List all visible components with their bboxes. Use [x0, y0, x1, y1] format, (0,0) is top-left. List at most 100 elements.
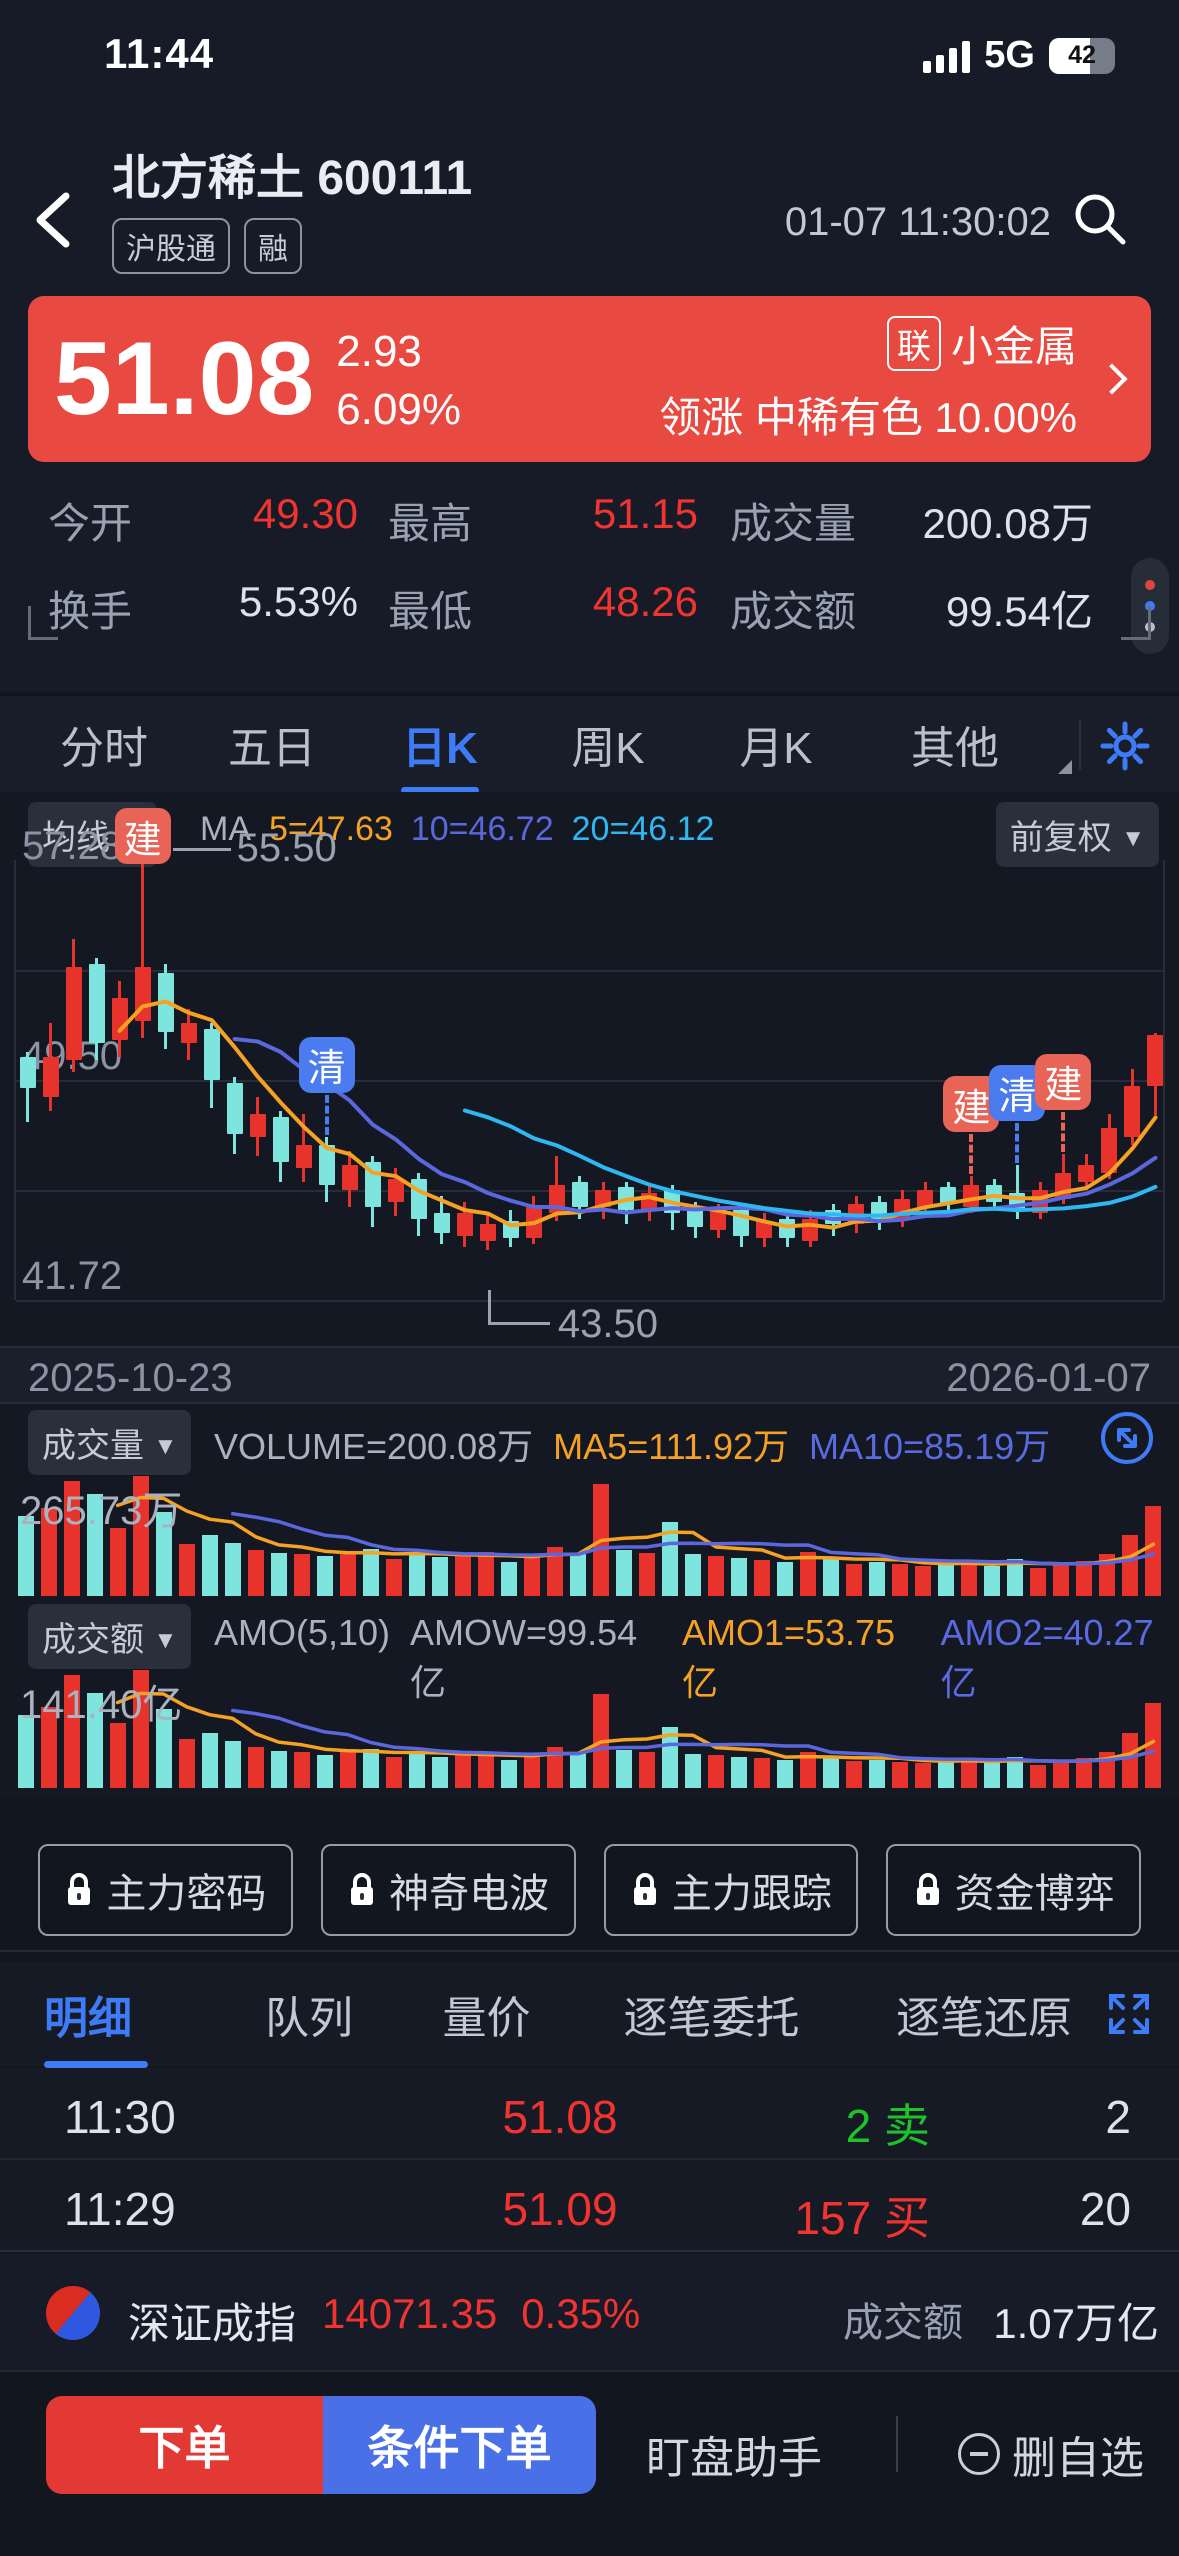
- gear-icon: [1100, 721, 1150, 771]
- bar: [293, 1554, 310, 1596]
- bar: [685, 1554, 702, 1596]
- index-value: 14071.35: [322, 2290, 498, 2337]
- amo-chart[interactable]: 141.40亿: [14, 1662, 1165, 1788]
- tab-日K[interactable]: 日K: [356, 712, 524, 794]
- high-annotation-line: [172, 848, 231, 851]
- detail-tab-明细[interactable]: 明细: [44, 1982, 224, 2068]
- bar: [362, 1549, 379, 1596]
- search-icon: [1075, 194, 1126, 245]
- bar: [892, 1761, 909, 1788]
- bar: [178, 1544, 195, 1596]
- volume-chart[interactable]: 265.73万: [14, 1468, 1165, 1596]
- stock-title: 北方稀土 600111: [112, 152, 473, 205]
- corner-bracket-right: [1121, 606, 1151, 640]
- corner-bracket-left: [28, 606, 58, 640]
- bar: [270, 1552, 287, 1596]
- bar: [178, 1738, 195, 1788]
- bar: [938, 1761, 955, 1788]
- bar: [846, 1563, 863, 1596]
- bar: [316, 1556, 333, 1596]
- volume-selector-button[interactable]: 成交量 ▼: [28, 1410, 192, 1475]
- expand-chart-button[interactable]: [1099, 1410, 1155, 1466]
- bar: [408, 1553, 425, 1596]
- tab-其他[interactable]: 其他: [860, 712, 1072, 776]
- battery-icon: 42: [1049, 37, 1115, 74]
- trade-row[interactable]: 11:29 51.09 157 买 20: [0, 2160, 1179, 2252]
- tab-月K[interactable]: 月K: [739, 724, 813, 773]
- feature-button-主力密码[interactable]: 主力密码: [38, 1844, 293, 1936]
- bar: [293, 1751, 310, 1788]
- kline-header: 均线 ▼ MA 5=47.63 10=46.72 20=46.12 前复权 ▼: [0, 802, 1179, 867]
- lock-icon: [68, 1873, 91, 1905]
- bar: [938, 1563, 955, 1596]
- minus-circle-icon: [958, 2433, 1000, 2475]
- bar: [1076, 1560, 1093, 1596]
- bar: [616, 1549, 633, 1596]
- candle: [65, 966, 82, 1061]
- quote-datetime: 01-07 11:30:02: [784, 200, 1051, 244]
- index-bar[interactable]: 深证成指 14071.35 0.35% 成交额 1.07万亿: [0, 2254, 1179, 2372]
- gridline: [16, 1190, 1163, 1192]
- candle: [756, 1221, 773, 1239]
- candle: [42, 1057, 59, 1097]
- candle: [226, 1082, 243, 1134]
- amo-selector-button[interactable]: 成交额 ▼: [28, 1604, 192, 1669]
- watch-assistant-button[interactable]: 盯盘助手: [646, 2434, 822, 2483]
- settings-button[interactable]: [1097, 718, 1153, 774]
- bar: [569, 1752, 586, 1788]
- place-order-button[interactable]: 下单: [46, 2396, 323, 2494]
- trade-row[interactable]: 11:30 51.08 2 卖 2: [0, 2068, 1179, 2160]
- feature-button-row: 主力密码 神奇电波 主力跟踪 资金博弈: [0, 1840, 1179, 1940]
- trade-list: 11:30 51.08 2 卖 2 11:29 51.09 157 买 20: [0, 2068, 1179, 2252]
- conditional-order-button[interactable]: 条件下单: [323, 2396, 596, 2494]
- price-banner[interactable]: 51.08 2.93 6.09% 联 小金属 领涨 中稀有色 10.00%: [28, 296, 1151, 462]
- volume-max-label: 265.73万: [20, 1489, 183, 1533]
- bar: [915, 1763, 932, 1788]
- bar: [546, 1547, 563, 1596]
- bar: [869, 1759, 886, 1788]
- bar: [339, 1749, 356, 1788]
- bar: [662, 1726, 679, 1788]
- divider: [0, 1950, 1179, 1952]
- bar: [639, 1751, 656, 1788]
- bar: [132, 1476, 149, 1596]
- adjust-mode-button[interactable]: 前复权 ▼: [995, 802, 1159, 867]
- search-button[interactable]: [1069, 188, 1131, 250]
- bar: [500, 1561, 517, 1596]
- tab-五日[interactable]: 五日: [228, 724, 316, 773]
- feature-button-label: 主力跟踪: [671, 1872, 832, 1916]
- index-percent: 0.35%: [521, 2290, 641, 2337]
- stat-label: 换手: [48, 588, 133, 635]
- change-value: 2.93: [336, 326, 422, 376]
- candle: [318, 1145, 335, 1185]
- feature-button-资金博弈[interactable]: 资金博弈: [886, 1844, 1141, 1936]
- bar: [639, 1552, 656, 1596]
- bar: [731, 1558, 748, 1596]
- candle: [456, 1212, 473, 1236]
- bar: [132, 1670, 149, 1788]
- ma10-value: 10=46.72: [410, 810, 554, 848]
- volume-values: VOLUME=200.08万 MA5=111.92万 MA10=85.19万: [214, 1418, 1050, 1470]
- back-button[interactable]: [30, 190, 74, 250]
- bar: [823, 1558, 840, 1596]
- remove-watchlist-button[interactable]: 删自选: [958, 2422, 1144, 2486]
- feature-button-主力跟踪[interactable]: 主力跟踪: [603, 1844, 859, 1936]
- bar: [500, 1760, 517, 1788]
- index-values: 14071.35 0.35%: [322, 2290, 640, 2338]
- detail-tab-逐笔还原[interactable]: 逐笔还原: [896, 1994, 1072, 2043]
- detail-tab-量价[interactable]: 量价: [442, 1994, 531, 2043]
- bar: [247, 1549, 264, 1596]
- candle-wick: [141, 860, 145, 1038]
- stat-label: 成交量: [730, 500, 857, 547]
- feature-button-神奇电波[interactable]: 神奇电波: [320, 1844, 576, 1936]
- expand-detail-button[interactable]: [1103, 1988, 1155, 2040]
- bar: [385, 1558, 402, 1596]
- bar: [961, 1758, 978, 1788]
- tab-周K[interactable]: 周K: [571, 724, 645, 773]
- detail-tab-队列[interactable]: 队列: [265, 1994, 353, 2043]
- tab-分时[interactable]: 分时: [60, 724, 148, 773]
- period-tab-bar: 分时 五日 日K 周K 月K 其他: [0, 694, 1179, 794]
- detail-tab-逐笔委托[interactable]: 逐笔委托: [623, 1994, 800, 2043]
